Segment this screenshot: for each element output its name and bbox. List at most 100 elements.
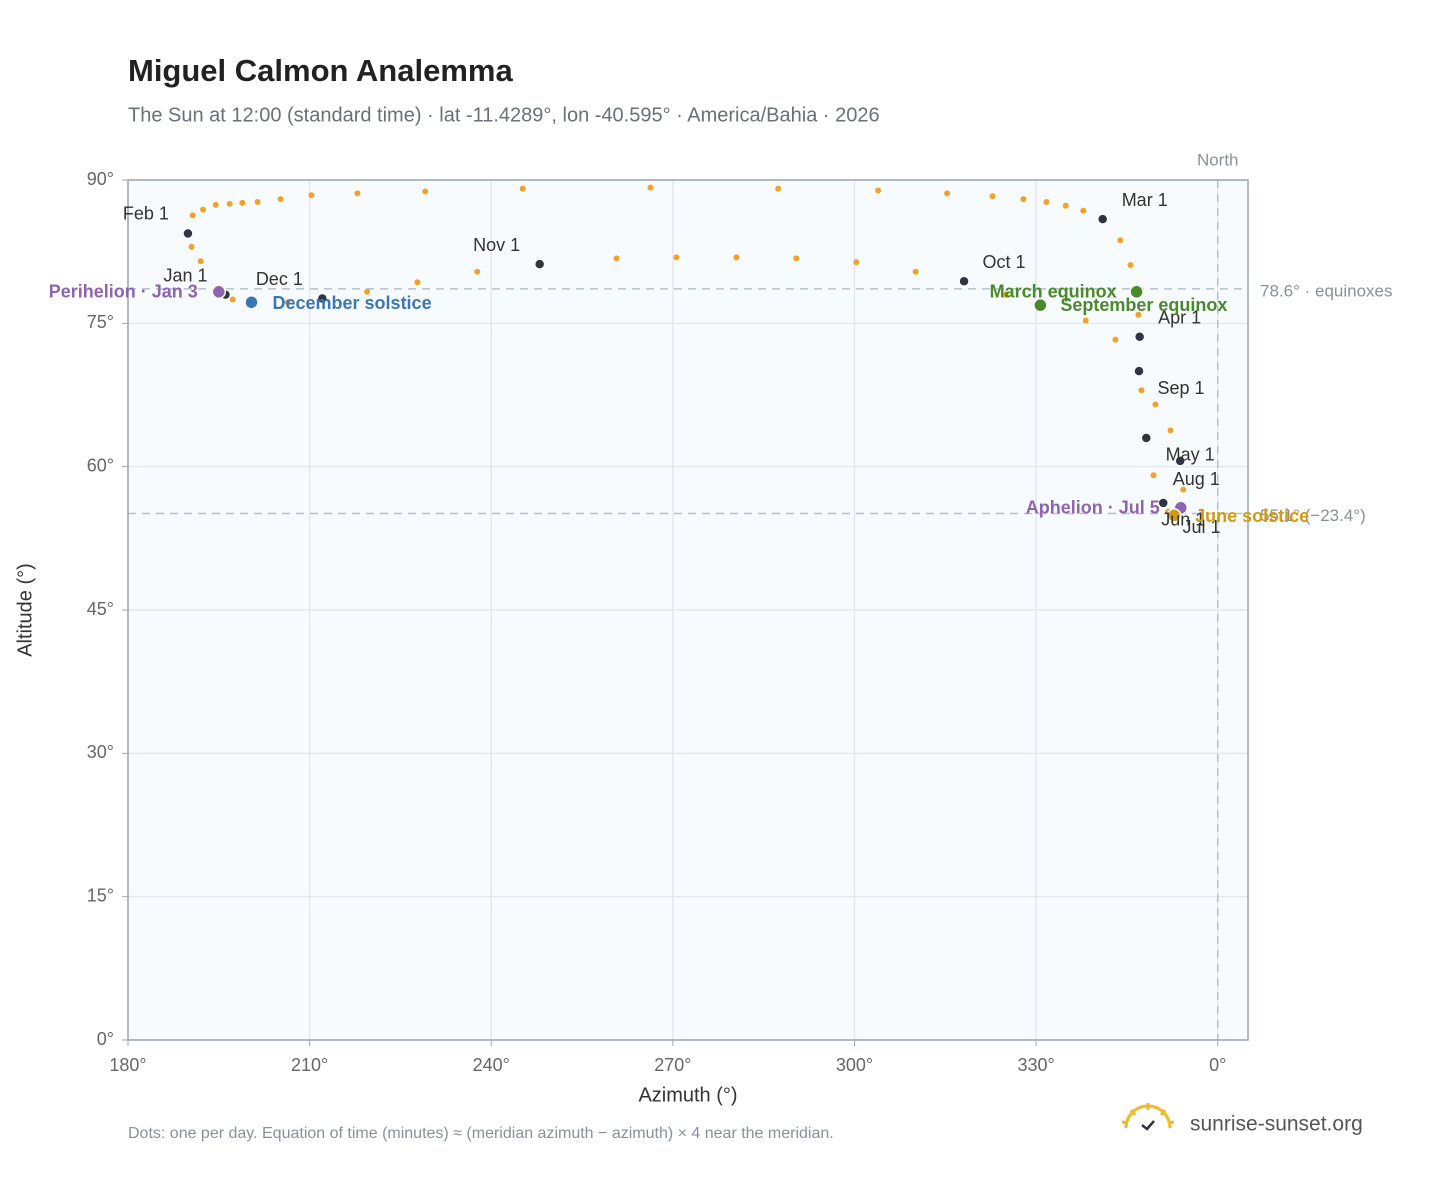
month-marker — [1133, 365, 1145, 377]
y-axis-label: Altitude (°) — [14, 563, 36, 657]
month-label: Mar 1 — [1122, 190, 1168, 210]
day-dot — [239, 199, 246, 206]
month-label: Apr 1 — [1158, 307, 1201, 327]
day-dot — [364, 288, 371, 295]
day-dot — [188, 243, 195, 250]
day-dot — [1002, 291, 1009, 298]
day-dot — [284, 299, 291, 306]
event-label: September equinox — [1060, 295, 1227, 315]
day-dot — [613, 255, 620, 262]
x-tick-label: 0° — [1209, 1055, 1226, 1075]
day-dot — [989, 193, 996, 200]
month-label: Nov 1 — [473, 235, 520, 255]
day-dot — [1135, 311, 1142, 318]
event-label: June solstice — [1195, 506, 1309, 526]
day-dot — [422, 188, 429, 195]
brand: sunrise-sunset.org — [1190, 1113, 1363, 1136]
day-dot — [1082, 317, 1089, 324]
day-dot — [944, 190, 951, 197]
day-dot — [474, 268, 481, 275]
day-dot — [1020, 196, 1027, 203]
reference-label: 78.6° · equinoxes — [1260, 281, 1393, 300]
month-label: Jan 1 — [163, 265, 207, 285]
day-dot — [308, 192, 315, 199]
footnote: Dots: one per day. Equation of time (min… — [128, 1125, 834, 1142]
day-dot — [229, 296, 236, 303]
day-dot — [212, 201, 219, 208]
month-marker — [533, 258, 546, 270]
month-label: Jul 1 — [1183, 517, 1221, 537]
chart-title: Miguel Calmon Analemma — [128, 53, 513, 88]
markers — [182, 213, 1189, 523]
day-dot — [1127, 262, 1134, 269]
x-tick-label: 330° — [1017, 1055, 1054, 1075]
month-label: Feb 1 — [123, 203, 169, 223]
month-label: Aug 1 — [1173, 469, 1220, 489]
y-tick-label: 15° — [87, 885, 114, 905]
day-dot — [189, 212, 196, 219]
month-label: Jun 1 — [1161, 510, 1205, 530]
event-label: Perihelion · Jan 3 — [49, 282, 198, 302]
event-label: Aphelion · Jul 5 — [1026, 498, 1160, 518]
brand-logo — [1121, 1103, 1175, 1131]
month-marker — [182, 227, 194, 240]
day-dot — [1080, 207, 1087, 214]
day-dot — [200, 206, 207, 213]
reference-label: 55.1° (−23.4°) — [1260, 506, 1366, 525]
event-marker — [1033, 297, 1048, 313]
month-label: Sep 1 — [1158, 378, 1205, 398]
day-dot — [226, 200, 233, 207]
y-tick-label: 45° — [87, 599, 114, 619]
event-marker — [1166, 508, 1182, 523]
plot-border — [127, 179, 1249, 1041]
month-marker — [1096, 213, 1109, 225]
month-marker — [1140, 432, 1153, 444]
x-tick-label: 180° — [109, 1055, 146, 1075]
month-label: Oct 1 — [983, 252, 1026, 272]
month-marker — [958, 275, 970, 288]
day-dot — [197, 258, 204, 265]
month-marker — [1174, 455, 1186, 467]
x-tick-label: 270° — [654, 1055, 691, 1075]
day-dot — [1062, 202, 1069, 209]
month-marker — [1133, 330, 1146, 343]
reference-label: North — [1197, 150, 1239, 169]
day-dot — [1167, 427, 1174, 434]
day-dot — [647, 184, 654, 191]
y-tick-label: 90° — [87, 169, 114, 189]
day-dot — [1043, 198, 1050, 205]
event-marker — [211, 284, 227, 300]
day-dot — [1117, 237, 1124, 244]
event-label: March equinox — [990, 282, 1117, 302]
month-marker — [1157, 497, 1169, 509]
day-dot — [912, 268, 919, 275]
day-dot — [1180, 486, 1187, 493]
month-label: May 1 — [1166, 445, 1215, 465]
chart-subtitle: The Sun at 12:00 (standard time) · lat -… — [128, 104, 880, 126]
y-tick-label: 60° — [87, 455, 114, 475]
day-dot — [519, 185, 526, 192]
event-marker — [1129, 284, 1144, 300]
day-dot — [875, 187, 882, 194]
day-dot — [354, 190, 361, 197]
month-marker — [316, 292, 329, 305]
day-dot — [277, 196, 284, 203]
day-dot — [733, 254, 740, 261]
event-marker — [244, 295, 259, 310]
day-dot — [673, 254, 680, 261]
x-tick-label: 240° — [473, 1055, 510, 1075]
x-tick-label: 210° — [291, 1055, 328, 1075]
day-dot — [254, 198, 261, 205]
x-tick-label: 300° — [836, 1055, 873, 1075]
day-dot — [1152, 401, 1159, 408]
y-tick-label: 75° — [87, 312, 114, 332]
day-dot — [414, 279, 421, 286]
y-tick-label: 0° — [97, 1029, 114, 1049]
event-label: December solstice — [273, 293, 432, 313]
day-dot — [793, 255, 800, 262]
month-label: Dec 1 — [256, 269, 303, 289]
reference-lines — [128, 180, 1248, 1040]
day-dot — [853, 259, 860, 266]
x-axis-label: Azimuth (°) — [638, 1084, 737, 1106]
